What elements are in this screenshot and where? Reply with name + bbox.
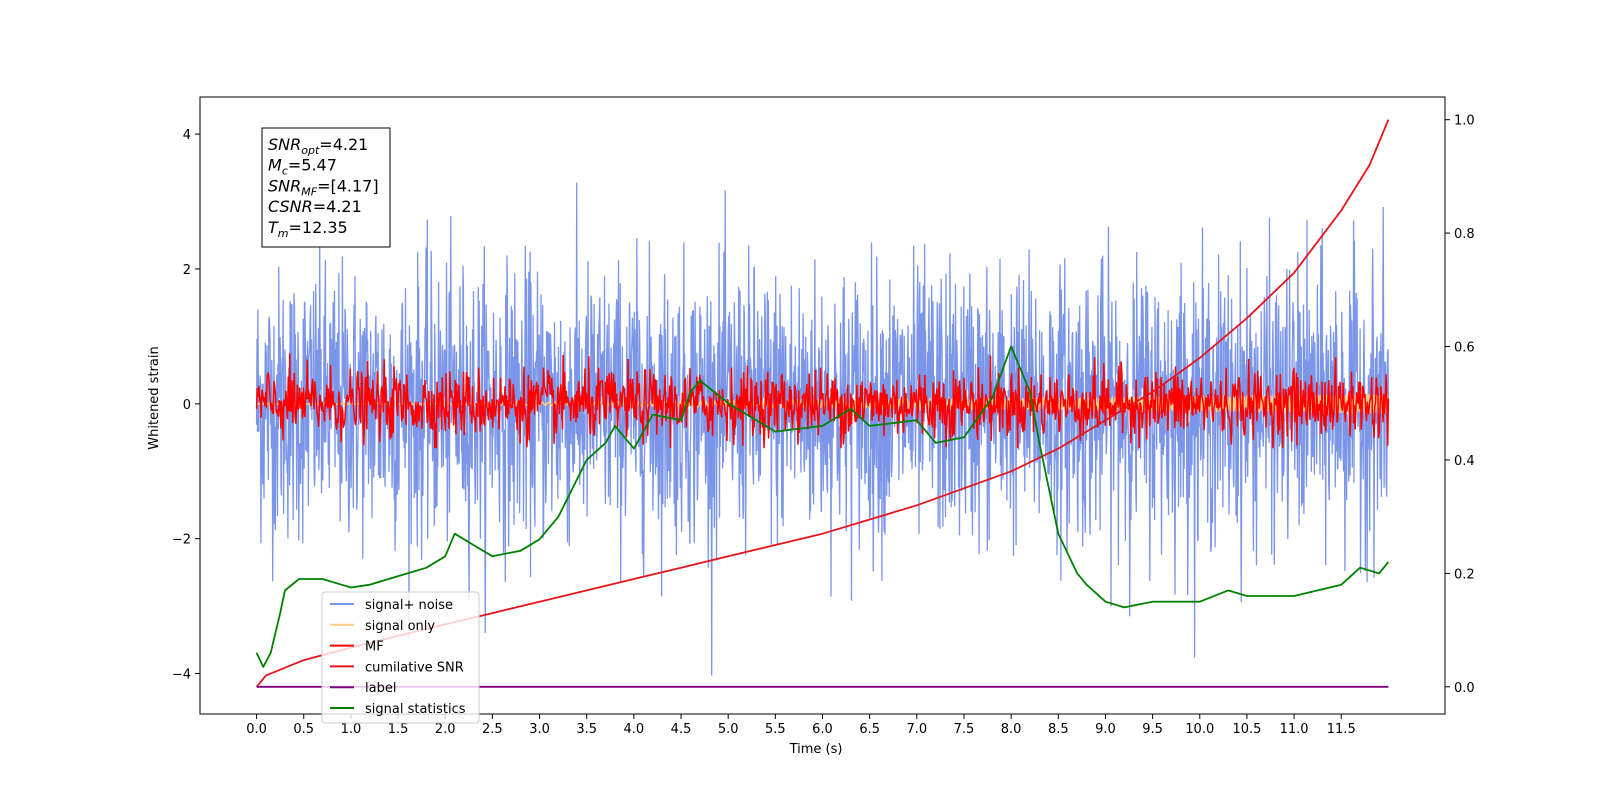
annotation-value: =12.35 (289, 218, 348, 237)
legend-label: MF (365, 640, 384, 655)
legend-item: signal+ noise (330, 598, 453, 613)
y-right-tick-label: 0.0 (1454, 681, 1475, 696)
annotation-symbol: CSNR (268, 197, 313, 216)
y-axis-label: Whitened strain (147, 346, 162, 449)
x-tick-label: 6.5 (859, 722, 880, 737)
legend-item: signal only (330, 619, 435, 634)
x-tick-label: 3.0 (529, 722, 550, 737)
y-right-tick-label: 0.4 (1454, 454, 1475, 469)
x-tick-label: 3.5 (576, 722, 597, 737)
x-tick-label: 0.5 (293, 722, 314, 737)
x-tick-label: 5.5 (765, 722, 786, 737)
annotation-line: Mc=5.47 (268, 156, 337, 178)
legend-item: cumilative SNR (330, 660, 464, 675)
x-tick-label: 4.0 (624, 722, 645, 737)
series-line-mf (255, 353, 1390, 449)
y-left-tick-label: 4 (183, 128, 191, 143)
x-tick-label: 4.5 (671, 722, 692, 737)
annotation-subscript: opt (301, 144, 320, 157)
x-tick-label: 11.5 (1327, 722, 1356, 737)
y-right-tick-label: 0.2 (1454, 567, 1475, 582)
axes: 0.0 0.5 1.0 1.5 2.0 2.5 3.0 3.5 4.0 4.5 5.0 5.5 6.0 6… (172, 96, 1475, 737)
annotation-symbol: M (268, 156, 282, 175)
annotation-subscript: c (282, 165, 288, 178)
annotation-box: SNRopt=4.21Mc=5.47SNRMF=[4.17]CSNR=4.21T… (261, 127, 391, 248)
legend-item: MF (330, 640, 384, 655)
annotation-symbol: SNR (268, 135, 301, 154)
x-tick-label: 10.0 (1185, 722, 1214, 737)
y-left-tick-label: −2 (172, 533, 191, 548)
x-tick-label: 8.0 (1001, 722, 1022, 737)
y-left-tick-label: −4 (172, 668, 191, 683)
annotation-line: SNRMF=[4.17] (268, 176, 379, 198)
y-right-tick-label: 0.8 (1454, 227, 1475, 242)
x-tick-label: 2.5 (482, 722, 503, 737)
x-tick-label: 10.5 (1232, 722, 1261, 737)
x-tick-label: 6.0 (812, 722, 833, 737)
y-right-tick-label: 1.0 (1454, 114, 1475, 129)
legend-frame (321, 591, 480, 724)
annotation-symbol: SNR (268, 176, 301, 195)
annotation-value: =[4.17] (317, 176, 379, 195)
y-left-tick-label: 2 (183, 263, 191, 278)
legend-label: signal statistics (365, 702, 466, 717)
annotation-value: =5.47 (288, 156, 337, 175)
annotation-subscript: MF (301, 185, 317, 198)
annotation-frame (261, 127, 391, 248)
x-tick-label: 0.0 (246, 722, 267, 737)
x-tick-label: 11.0 (1280, 722, 1309, 737)
annotation-line: Tm=12.35 (268, 218, 348, 240)
y-left-tick-label: 0 (183, 398, 191, 413)
x-tick-label: 7.5 (954, 722, 975, 737)
x-tick-label: 8.5 (1048, 722, 1069, 737)
legend-item: label (330, 681, 396, 696)
series-line-signal-statistics (255, 345, 1390, 668)
x-tick-label: 2.0 (435, 722, 456, 737)
x-axis-label: Time (s) (789, 742, 843, 757)
legend-item: signal statistics (330, 702, 466, 717)
annotation-value: =4.21 (319, 135, 368, 154)
legend-label: signal only (365, 619, 435, 634)
x-tick-label: 1.0 (341, 722, 362, 737)
x-tick-label: 7.0 (906, 722, 927, 737)
legend: signal+ noise signal only MF cumilative SNR… (321, 591, 480, 724)
x-tick-label: 9.0 (1095, 722, 1116, 737)
legend-label: label (365, 681, 396, 696)
annotation-value: =4.21 (313, 197, 362, 216)
annotation-subscript: m (278, 227, 289, 240)
annotation-line: CSNR=4.21 (268, 197, 362, 216)
legend-label: cumilative SNR (365, 660, 464, 675)
x-tick-label: 5.0 (718, 722, 739, 737)
annotation-symbol: T (268, 218, 279, 237)
x-tick-label: 9.5 (1142, 722, 1163, 737)
annotation-line: SNRopt=4.21 (268, 135, 368, 157)
x-tick-label: 1.5 (388, 722, 409, 737)
y-right-tick-label: 0.6 (1454, 341, 1475, 356)
legend-label: signal+ noise (365, 598, 453, 613)
